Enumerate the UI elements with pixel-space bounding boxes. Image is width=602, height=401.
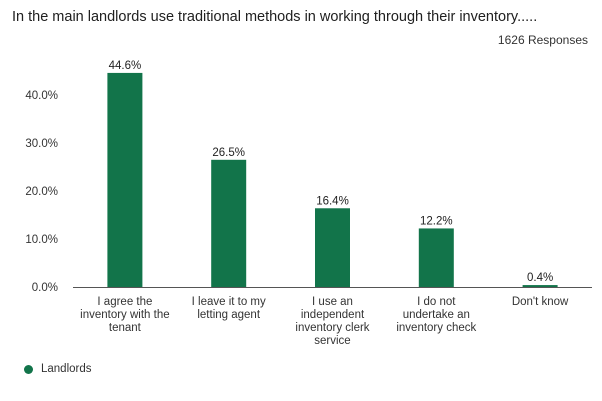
responses-count: 1626 Responses: [497, 33, 588, 47]
legend-label-landlords: Landlords: [41, 363, 92, 375]
bar: [522, 285, 558, 287]
bar: [315, 208, 350, 287]
chart-title: In the main landlords use traditional me…: [12, 9, 538, 25]
bars: 44.6% 26.5% 16.4% 12.2% 0.4%: [107, 60, 558, 287]
y-tick-label: 20.0%: [25, 186, 58, 198]
legend: Landlords: [24, 363, 92, 375]
x-tick-label: I leave it to my letting agent: [192, 296, 266, 321]
y-tick-label: 0.0%: [32, 282, 58, 294]
x-tick-label: Don't know: [512, 296, 569, 308]
bar-value-label: 44.6%: [109, 60, 142, 72]
bar-value-label: 26.5%: [212, 147, 245, 159]
y-tick-label: 40.0%: [25, 90, 58, 102]
bar: [211, 159, 247, 287]
bar-value-label: 0.4%: [527, 272, 553, 284]
legend-swatch: [24, 364, 33, 374]
bar-value-label: 16.4%: [316, 195, 349, 207]
bar: [107, 72, 143, 287]
x-tick-label: I agree the inventory with the tenant: [80, 296, 170, 334]
y-tick-label: 10.0%: [25, 234, 58, 246]
bar-value-label: 12.2%: [420, 215, 453, 227]
bar: [418, 228, 454, 287]
x-tick-label: I use an independent inventory clerk servic…: [295, 296, 369, 347]
y-tick-label: 30.0%: [25, 138, 58, 150]
x-tick-label: I do not undertake an inventory check: [396, 296, 476, 334]
axes: 0.0% 10.0% 20.0% 30.0% 40.0% I agree the inven…: [25, 90, 592, 347]
